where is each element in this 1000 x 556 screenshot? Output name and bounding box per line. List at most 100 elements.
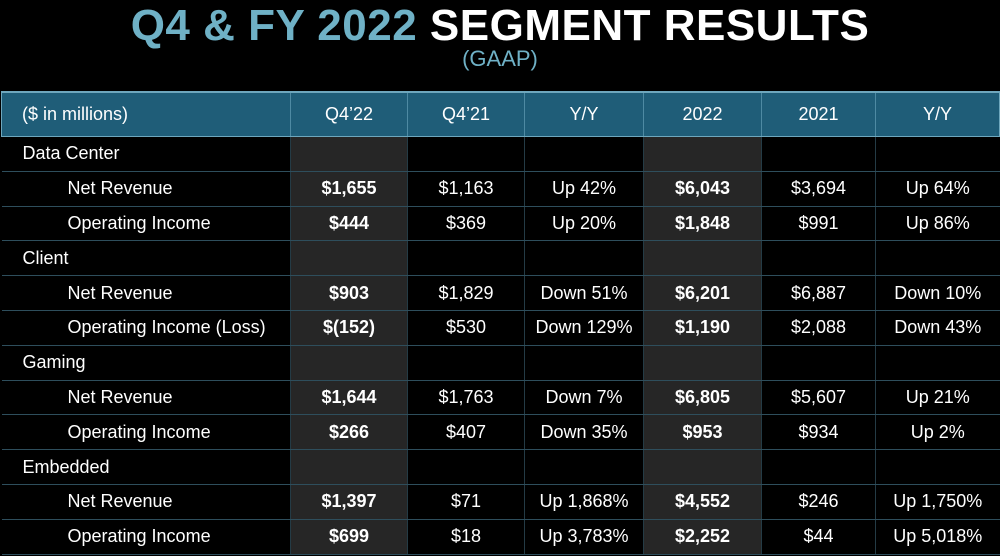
table-cell xyxy=(875,449,1000,485)
metric-label: Net Revenue xyxy=(1,380,291,416)
table-cell: Up 2% xyxy=(875,414,1000,451)
table-cell: $407 xyxy=(407,414,525,451)
table-cell: $246 xyxy=(761,484,876,520)
segment-label: Client xyxy=(1,240,291,277)
table-cell: $369 xyxy=(407,206,525,242)
table-header-row: ($ in millions) Q4’22 Q4’21 Y/Y 2022 202… xyxy=(1,91,1000,137)
table-cell: Up 1,750% xyxy=(875,484,1000,520)
table-cell: $1,644 xyxy=(290,380,408,416)
table-cell: Down 7% xyxy=(524,380,644,416)
table-cell xyxy=(761,136,876,172)
slide-title: Q4 & FY 2022 SEGMENT RESULTS xyxy=(0,2,1000,50)
table-cell: $699 xyxy=(290,519,408,555)
table-cell: Up 64% xyxy=(875,171,1000,207)
table-cell: $6,201 xyxy=(643,275,762,311)
table-cell: $530 xyxy=(407,310,525,346)
metric-label: Operating Income xyxy=(1,414,291,451)
segment-header-row: Data Center xyxy=(1,136,1000,172)
table-cell: Up 20% xyxy=(524,206,644,242)
table-cell xyxy=(290,240,408,277)
segment-label: Gaming xyxy=(1,345,291,381)
table-cell: $1,655 xyxy=(290,171,408,207)
table-row: Net Revenue $1,644 $1,763 Down 7% $6,805 $5,6… xyxy=(1,380,1000,416)
table-cell: $266 xyxy=(290,414,408,451)
table-cell: Down 35% xyxy=(524,414,644,451)
table-cell xyxy=(524,345,644,381)
table-cell: $1,163 xyxy=(407,171,525,207)
metric-label: Operating Income (Loss) xyxy=(1,310,291,346)
table-cell xyxy=(761,449,876,485)
table-cell xyxy=(407,240,525,277)
table-cell xyxy=(643,136,762,172)
metric-label: Operating Income xyxy=(1,519,291,555)
table-cell: Up 1,868% xyxy=(524,484,644,520)
table-cell xyxy=(407,345,525,381)
segment-results-table: ($ in millions) Q4’22 Q4’21 Y/Y 2022 202… xyxy=(1,91,1000,555)
table-cell: Down 129% xyxy=(524,310,644,346)
table-cell: $2,088 xyxy=(761,310,876,346)
table-cell xyxy=(643,449,762,485)
table-cell: $1,397 xyxy=(290,484,408,520)
column-header-units: ($ in millions) xyxy=(1,91,291,137)
table-cell xyxy=(643,345,762,381)
table-cell: $444 xyxy=(290,206,408,242)
table-cell: Down 43% xyxy=(875,310,1000,346)
column-header-2022: 2022 xyxy=(643,91,762,137)
table-cell: Up 86% xyxy=(875,206,1000,242)
segment-results-table-container: ($ in millions) Q4’22 Q4’21 Y/Y 2022 202… xyxy=(0,91,1000,556)
table-cell xyxy=(290,345,408,381)
table-cell xyxy=(875,345,1000,381)
table-body: Data Center Net Revenue $1,655 $1,163 Up 42%… xyxy=(1,136,1000,555)
table-cell xyxy=(290,449,408,485)
segment-header-row: Embedded xyxy=(1,449,1000,485)
table-row: Net Revenue $903 $1,829 Down 51% $6,201 $6,88… xyxy=(1,275,1000,311)
slide-subtitle: (GAAP) xyxy=(462,46,538,71)
table-cell: $6,043 xyxy=(643,171,762,207)
table-cell: Down 10% xyxy=(875,275,1000,311)
table-cell: $18 xyxy=(407,519,525,555)
table-cell: $3,694 xyxy=(761,171,876,207)
metric-label: Net Revenue xyxy=(1,484,291,520)
table-cell: $4,552 xyxy=(643,484,762,520)
table-cell: $1,829 xyxy=(407,275,525,311)
table-cell: $934 xyxy=(761,414,876,451)
metric-label: Net Revenue xyxy=(1,171,291,207)
table-cell: $2,252 xyxy=(643,519,762,555)
table-row: Operating Income $266 $407 Down 35% $953 $934… xyxy=(1,414,1000,451)
table-row: Operating Income $699 $18 Up 3,783% $2,252 $4… xyxy=(1,519,1000,555)
slide-title-accent: Q4 & FY 2022 xyxy=(130,1,418,50)
table-cell: $903 xyxy=(290,275,408,311)
table-cell xyxy=(407,136,525,172)
segment-header-row: Client xyxy=(1,240,1000,277)
table-cell: $953 xyxy=(643,414,762,451)
table-cell: $44 xyxy=(761,519,876,555)
table-cell: Up 42% xyxy=(524,171,644,207)
column-header-yy-year: Y/Y xyxy=(875,91,1000,137)
column-header-yy-quarter: Y/Y xyxy=(524,91,644,137)
table-cell xyxy=(761,240,876,277)
table-cell xyxy=(875,136,1000,172)
table-cell xyxy=(290,136,408,172)
table-cell: $1,763 xyxy=(407,380,525,416)
table-cell: $6,805 xyxy=(643,380,762,416)
metric-label: Operating Income xyxy=(1,206,291,242)
table-row: Operating Income $444 $369 Up 20% $1,848 $991… xyxy=(1,206,1000,242)
table-cell: $71 xyxy=(407,484,525,520)
table-cell: $1,848 xyxy=(643,206,762,242)
slide-title-main: SEGMENT RESULTS xyxy=(429,1,870,50)
metric-label: Net Revenue xyxy=(1,275,291,311)
table-cell xyxy=(524,240,644,277)
column-header-2021: 2021 xyxy=(761,91,876,137)
table-cell xyxy=(761,345,876,381)
column-header-q4-22: Q4’22 xyxy=(290,91,408,137)
table-cell: Down 51% xyxy=(524,275,644,311)
table-cell xyxy=(407,449,525,485)
table-row: Operating Income (Loss) $(152) $530 Down 12… xyxy=(1,310,1000,346)
table-cell: $6,887 xyxy=(761,275,876,311)
segment-label: Data Center xyxy=(1,136,291,172)
table-cell: Up 5,018% xyxy=(875,519,1000,555)
table-cell: $5,607 xyxy=(761,380,876,416)
segment-label: Embedded xyxy=(1,449,291,485)
table-cell xyxy=(643,240,762,277)
table-cell xyxy=(524,449,644,485)
